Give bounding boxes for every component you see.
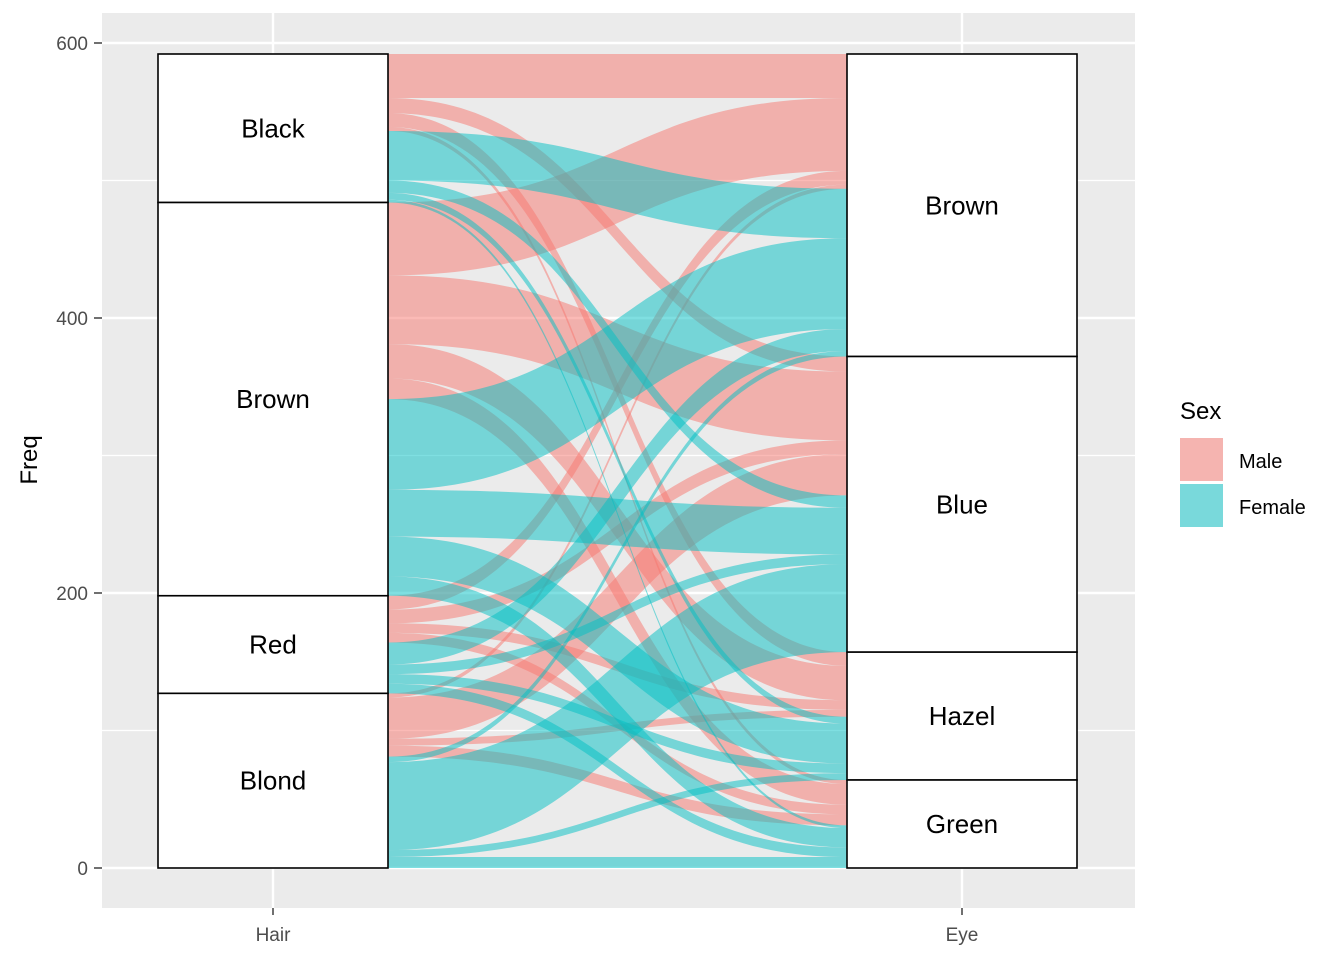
stratum-box [157,201,389,597]
flow-ribbon [388,329,847,665]
y-tick-label: 400 [56,309,88,330]
flow-ribbon [388,192,847,724]
stratum-label: Blond [240,766,307,796]
x-tick-label: Eye [946,925,979,946]
flow-ribbon [388,184,847,698]
flow-ribbon [388,683,847,857]
stratum-box [157,53,389,204]
flow-ribbon [388,180,847,508]
flow-ribbon [388,857,847,868]
flow-ribbon [388,773,847,857]
stratum-label: Green [926,809,998,839]
stratum-label: Hazel [929,701,995,731]
flow-ribbon [388,378,847,805]
stratum-label: Red [249,630,297,660]
flow-ribbon [388,98,847,372]
flow-ribbon [388,536,847,764]
legend-label: Female [1239,497,1306,519]
stratum-box [846,651,1078,781]
axis-ticks: 0 200 400 600 Hair Eye [56,34,978,946]
y-tick-label: 0 [77,859,88,880]
legend-title: Sex [1180,398,1221,425]
stratum-box [157,692,389,869]
legend: Sex Male Female [1180,398,1306,527]
flow-ribbon [388,674,847,774]
flow-ribbon [388,554,847,675]
y-tick-label: 600 [56,34,88,55]
stratum-label: Blue [936,489,988,519]
stratum-box [846,53,1078,358]
flow-ribbon [388,351,847,763]
stratum-box [846,779,1078,869]
flow-ribbon [388,489,847,555]
flow-ribbon [388,131,847,239]
legend-label: Male [1239,451,1282,473]
stratum-label: Brown [925,190,999,220]
y-tick-label: 200 [56,584,88,605]
legend-key [1180,484,1223,527]
stratum-box [846,355,1078,653]
flow-ribbon [388,199,847,829]
stratum-label: Brown [236,384,310,414]
flow-ribbon [388,238,847,490]
flow-ribbon [388,54,847,98]
stratum-label: Black [241,113,306,143]
flow-ribbons [388,54,847,868]
stratum-box [157,594,389,695]
flow-ribbon [388,745,847,826]
legend-key [1180,438,1223,481]
flow-ribbon [388,576,847,848]
strata-boxes: Black Brown Red Blond Brown Blue Hazel Green [157,53,1078,869]
x-tick-label: Hair [256,925,292,946]
y-axis-title: Freq [16,435,43,484]
